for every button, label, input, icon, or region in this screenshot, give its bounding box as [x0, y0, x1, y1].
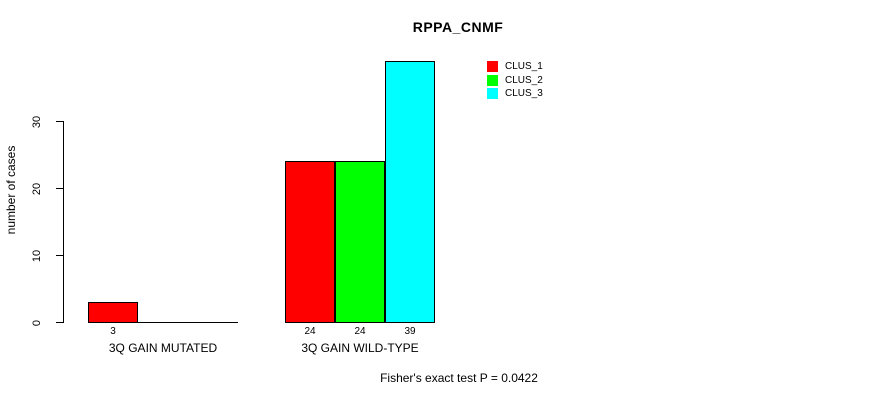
- y-axis-tick-label: 30: [31, 115, 43, 128]
- group-baseline: [88, 322, 238, 323]
- y-axis-line: [63, 121, 64, 323]
- legend-row: CLUS_3: [487, 87, 543, 101]
- y-axis-tick-label: 0: [31, 319, 43, 326]
- y-axis-tick: [56, 121, 63, 122]
- y-axis-tick-label: 20: [31, 182, 43, 195]
- legend-swatch-clus_2: [487, 74, 498, 86]
- legend-swatch-clus_3: [487, 88, 498, 100]
- legend-swatch-clus_1: [487, 61, 498, 73]
- bar-value-label: 24: [354, 326, 366, 337]
- chart-title: RPPA_CNMF: [412, 19, 504, 35]
- bar-value-label: 3: [110, 326, 116, 337]
- legend: CLUS_1 CLUS_2 CLUS_3: [487, 60, 543, 101]
- y-axis-tick-label: 10: [31, 249, 43, 262]
- y-axis-tick: [56, 188, 63, 189]
- bar-clus_2-2: [335, 161, 385, 323]
- bar-clus_3-2: [385, 61, 435, 323]
- legend-label: CLUS_2: [505, 74, 543, 86]
- y-axis-title: number of cases: [4, 145, 18, 235]
- legend-row: CLUS_1: [487, 60, 543, 74]
- y-axis-tick: [56, 322, 63, 323]
- category-label: 3Q GAIN MUTATED: [108, 341, 218, 355]
- bar-clus_1-2: [285, 161, 335, 323]
- legend-label: CLUS_3: [505, 88, 543, 100]
- bar-value-label: 24: [304, 326, 316, 337]
- category-label: 3Q GAIN WILD-TYPE: [301, 341, 419, 355]
- legend-label: CLUS_1: [505, 61, 543, 73]
- bar-clus_1-1: [88, 302, 138, 323]
- bar-value-label: 39: [404, 326, 416, 337]
- legend-row: CLUS_2: [487, 74, 543, 88]
- stat-test-caption: Fisher's exact test P = 0.0422: [380, 371, 538, 385]
- y-axis-tick: [56, 255, 63, 256]
